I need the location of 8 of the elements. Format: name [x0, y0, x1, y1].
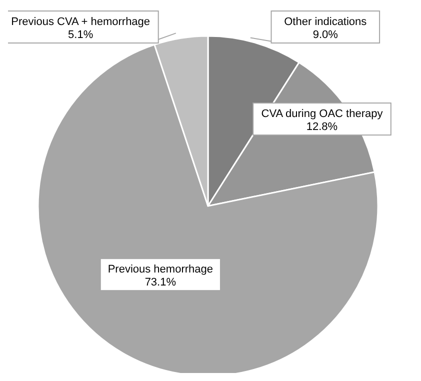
slice-label: Other indications: [284, 16, 368, 28]
data-label: 5.1%: [68, 29, 94, 41]
data-label: 73.1%: [144, 276, 176, 289]
data-label: 12.8%: [306, 121, 338, 134]
data-label: 9.0%: [312, 29, 338, 41]
slice-label: CVA during OAC therapy: [261, 108, 384, 120]
slice-label: Previous CVA + hemorrhage: [11, 16, 150, 28]
slice-label: Previous hemorrhage: [108, 264, 214, 276]
